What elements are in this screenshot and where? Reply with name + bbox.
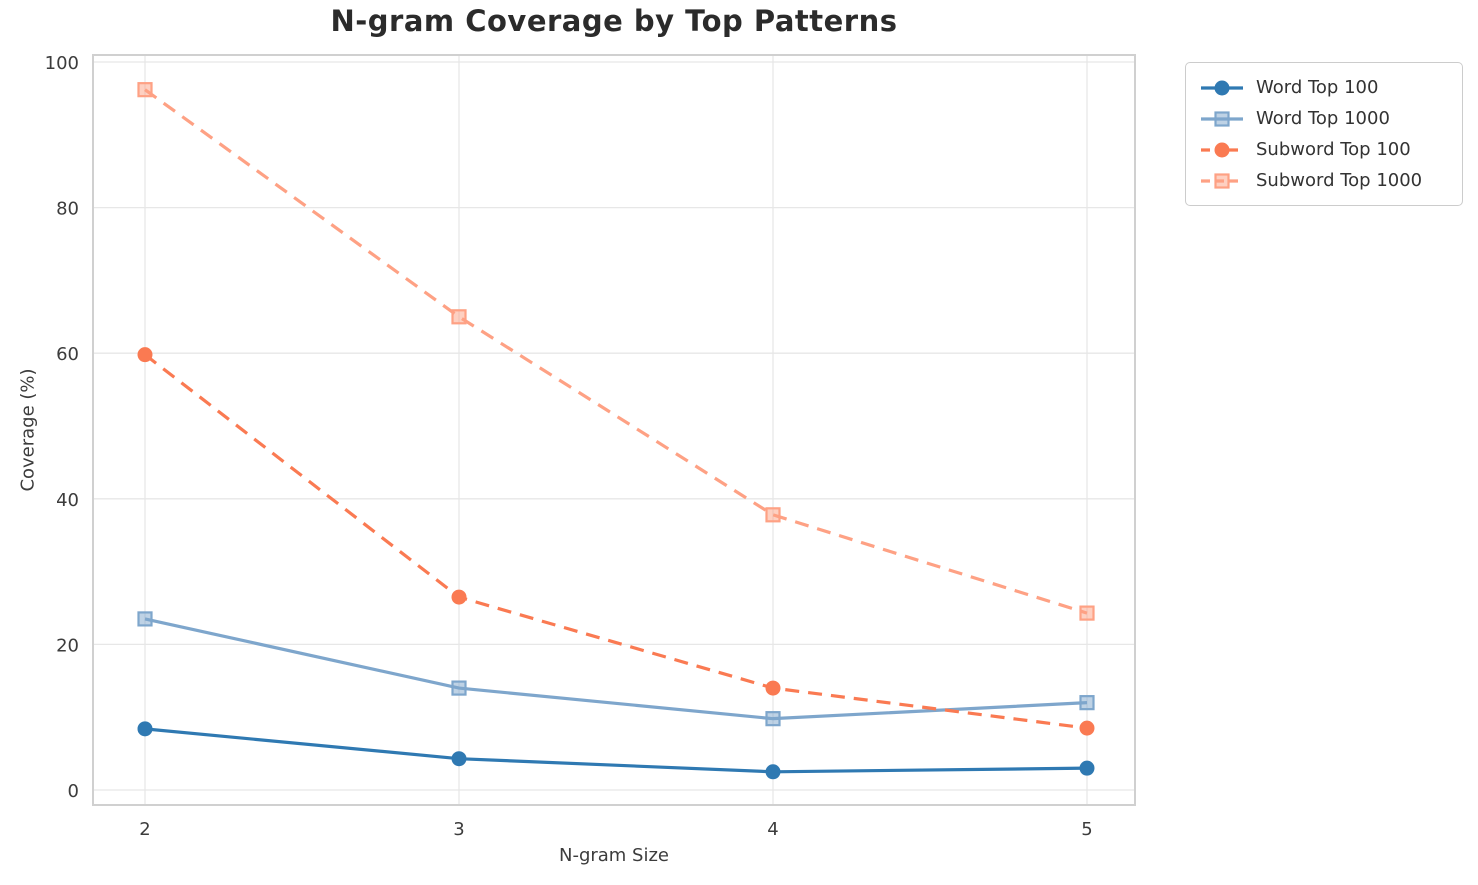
y-tick-label: 0 — [68, 781, 79, 802]
data-point-subword-top-100 — [137, 347, 153, 363]
legend-glyph-dashed-square-icon — [1201, 172, 1243, 189]
legend-item-subword-top-1000: Subword Top 1000 — [1200, 165, 1448, 196]
data-point-subword-top-1000 — [765, 507, 781, 523]
y-tick-label: 40 — [56, 490, 79, 511]
data-point-word-top-1000 — [137, 611, 153, 627]
legend-glyph-solid-circle-icon — [1201, 80, 1243, 95]
legend-glyph-solid-square-icon — [1201, 110, 1243, 127]
data-point-subword-top-1000 — [1079, 605, 1095, 621]
data-point-word-top-1000 — [451, 680, 467, 696]
legend-item-word-top-1000: Word Top 1000 — [1200, 103, 1448, 134]
data-point-word-top-100 — [765, 764, 781, 780]
x-tick-label: 5 — [1081, 819, 1092, 840]
axes-spines — [92, 54, 1136, 806]
data-point-word-top-1000 — [1079, 695, 1095, 711]
series-line-word-top-1000 — [144, 617, 1088, 721]
x-tick-label: 4 — [767, 819, 778, 840]
x-tick-label: 3 — [453, 819, 464, 840]
legend-glyph-dashed-circle-icon — [1201, 142, 1243, 157]
y-tick-label: 20 — [56, 635, 79, 656]
series-line-subword-top-1000 — [144, 88, 1088, 615]
series-line-subword-top-100 — [144, 353, 1088, 730]
legend-label: Word Top 1000 — [1256, 108, 1390, 129]
data-point-subword-top-100 — [451, 589, 467, 605]
data-point-word-top-100 — [451, 751, 467, 767]
legend-label: Subword Top 1000 — [1256, 170, 1423, 191]
data-point-subword-top-100 — [765, 680, 781, 696]
legend-label: Word Top 100 — [1256, 77, 1379, 98]
data-point-subword-top-1000 — [137, 82, 153, 98]
y-tick-label: 80 — [56, 199, 79, 220]
y-axis-label: Coverage (%) — [17, 368, 39, 492]
data-point-word-top-100 — [137, 721, 153, 737]
legend-item-subword-top-100: Subword Top 100 — [1200, 134, 1448, 165]
y-tick-label: 60 — [56, 344, 79, 365]
legend-label: Subword Top 100 — [1256, 139, 1411, 160]
series-line-word-top-100 — [144, 727, 1088, 774]
data-point-subword-top-1000 — [451, 309, 467, 325]
data-point-subword-top-100 — [1079, 720, 1095, 736]
legend: Word Top 100 Word Top 1000 Subword Top 100… — [1185, 62, 1463, 206]
data-point-word-top-100 — [1079, 760, 1095, 776]
x-tick-label: 2 — [139, 819, 150, 840]
legend-item-word-top-100: Word Top 100 — [1200, 72, 1448, 103]
y-tick-label: 100 — [45, 53, 79, 74]
chart-title: N-gram Coverage by Top Patterns — [330, 4, 898, 38]
data-point-word-top-1000 — [765, 711, 781, 727]
x-axis-label: N-gram Size — [558, 845, 670, 866]
